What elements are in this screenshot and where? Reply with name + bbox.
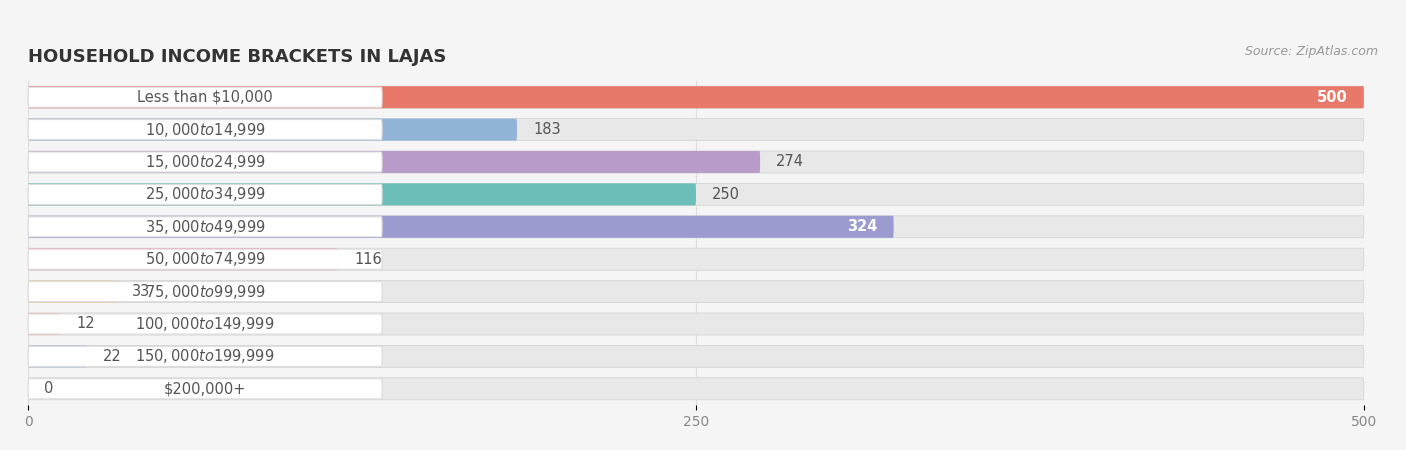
FancyBboxPatch shape	[28, 281, 117, 302]
FancyBboxPatch shape	[28, 314, 382, 334]
Text: 116: 116	[354, 252, 382, 267]
FancyBboxPatch shape	[28, 119, 1364, 140]
Text: $25,000 to $34,999: $25,000 to $34,999	[145, 185, 266, 203]
Text: 324: 324	[848, 219, 877, 234]
FancyBboxPatch shape	[28, 152, 382, 172]
Text: HOUSEHOLD INCOME BRACKETS IN LAJAS: HOUSEHOLD INCOME BRACKETS IN LAJAS	[28, 48, 447, 66]
FancyBboxPatch shape	[28, 248, 337, 270]
FancyBboxPatch shape	[28, 346, 87, 367]
FancyBboxPatch shape	[28, 151, 1364, 173]
Text: $10,000 to $14,999: $10,000 to $14,999	[145, 121, 266, 139]
FancyBboxPatch shape	[28, 217, 382, 237]
FancyBboxPatch shape	[28, 282, 382, 302]
FancyBboxPatch shape	[28, 379, 382, 399]
Text: $100,000 to $149,999: $100,000 to $149,999	[135, 315, 274, 333]
Text: $50,000 to $74,999: $50,000 to $74,999	[145, 250, 266, 268]
FancyBboxPatch shape	[28, 313, 60, 335]
Text: $35,000 to $49,999: $35,000 to $49,999	[145, 218, 266, 236]
FancyBboxPatch shape	[28, 87, 382, 107]
Text: 500: 500	[1317, 90, 1348, 105]
FancyBboxPatch shape	[28, 248, 1364, 270]
Text: 250: 250	[711, 187, 740, 202]
Text: Less than $10,000: Less than $10,000	[138, 90, 273, 105]
FancyBboxPatch shape	[28, 86, 1364, 108]
FancyBboxPatch shape	[28, 216, 1364, 238]
Text: 22: 22	[103, 349, 122, 364]
Text: 33: 33	[132, 284, 150, 299]
FancyBboxPatch shape	[28, 86, 1364, 108]
Text: 12: 12	[76, 316, 94, 332]
FancyBboxPatch shape	[28, 313, 1364, 335]
FancyBboxPatch shape	[28, 346, 1364, 367]
Text: 274: 274	[776, 154, 804, 170]
FancyBboxPatch shape	[28, 378, 1364, 400]
FancyBboxPatch shape	[28, 151, 761, 173]
Text: $150,000 to $199,999: $150,000 to $199,999	[135, 347, 274, 365]
Text: 183: 183	[533, 122, 561, 137]
FancyBboxPatch shape	[28, 281, 1364, 302]
Text: $75,000 to $99,999: $75,000 to $99,999	[145, 283, 266, 301]
Text: 0: 0	[44, 381, 53, 396]
FancyBboxPatch shape	[28, 119, 517, 140]
Text: $15,000 to $24,999: $15,000 to $24,999	[145, 153, 266, 171]
FancyBboxPatch shape	[28, 184, 1364, 205]
Text: Source: ZipAtlas.com: Source: ZipAtlas.com	[1244, 45, 1378, 58]
FancyBboxPatch shape	[28, 216, 894, 238]
FancyBboxPatch shape	[28, 184, 696, 205]
FancyBboxPatch shape	[28, 249, 382, 269]
FancyBboxPatch shape	[28, 346, 382, 366]
FancyBboxPatch shape	[28, 120, 382, 140]
FancyBboxPatch shape	[28, 184, 382, 204]
Text: $200,000+: $200,000+	[165, 381, 246, 396]
